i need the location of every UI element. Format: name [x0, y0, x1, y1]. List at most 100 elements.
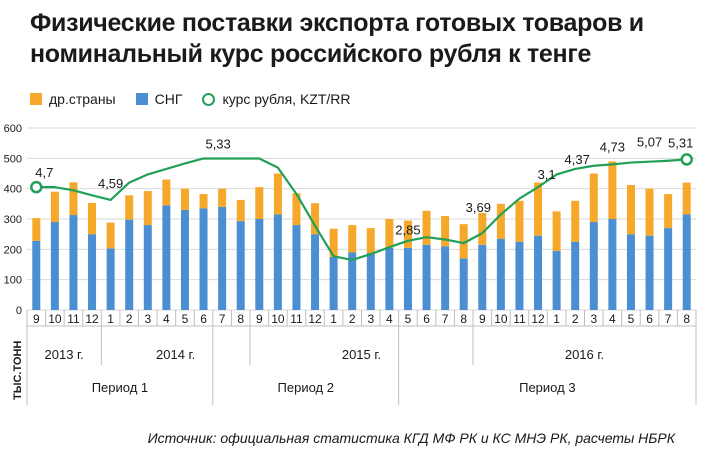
bar-other — [497, 204, 505, 239]
x-tick-label: 6 — [200, 312, 207, 326]
bar-cis — [311, 234, 319, 310]
bar-cis — [664, 228, 672, 310]
bar-cis — [51, 222, 59, 310]
x-tick-label: 1 — [553, 312, 560, 326]
x-tick-label: 4 — [609, 312, 616, 326]
rate-value-label: 4,37 — [565, 152, 590, 167]
year-label: 2015 г. — [342, 347, 381, 362]
bar-other — [608, 161, 616, 219]
x-tick-label: 7 — [665, 312, 672, 326]
x-tick-label: 7 — [219, 312, 226, 326]
bar-cis — [162, 205, 170, 310]
x-tick-label: 8 — [237, 312, 244, 326]
x-tick-label: 8 — [683, 312, 690, 326]
x-tick-label: 2 — [349, 312, 356, 326]
bar-cis — [683, 214, 691, 310]
x-tick-label: 11 — [290, 312, 303, 326]
bar-other — [218, 189, 226, 207]
x-tick-label: 9 — [479, 312, 486, 326]
x-tick-label: 6 — [646, 312, 653, 326]
rate-marker — [682, 154, 692, 164]
bar-other — [274, 174, 282, 215]
bar-cis — [181, 210, 189, 310]
rate-value-label: 5,07 — [637, 134, 662, 149]
rate-value-label: 4,73 — [600, 139, 625, 154]
bar-other — [88, 203, 96, 234]
y-tick-label: 100 — [4, 275, 22, 287]
bar-cis — [423, 245, 431, 310]
x-tick-label: 10 — [271, 312, 285, 326]
x-tick-label: 5 — [405, 312, 412, 326]
bar-cis — [497, 239, 505, 310]
x-tick-label: 5 — [182, 312, 189, 326]
x-tick-label: 3 — [367, 312, 374, 326]
bar-other — [441, 216, 449, 246]
bar-cis — [441, 246, 449, 310]
bar-other — [423, 211, 431, 245]
x-tick-label: 4 — [163, 312, 170, 326]
bar-cis — [515, 242, 523, 310]
bar-cis — [553, 251, 561, 310]
x-tick-label: 8 — [460, 312, 467, 326]
rate-value-label: 4,59 — [98, 176, 123, 191]
bar-other — [553, 211, 561, 250]
x-tick-label: 3 — [590, 312, 597, 326]
period-label: Период 3 — [519, 380, 575, 395]
rate-value-label: 3,1 — [538, 167, 556, 182]
bar-cis — [367, 253, 375, 310]
y-tick-label: 300 — [4, 214, 22, 226]
x-tick-label: 5 — [628, 312, 635, 326]
rate-line — [36, 158, 686, 259]
bar-other — [51, 192, 59, 222]
bar-other — [646, 189, 654, 236]
x-tick-label: 10 — [494, 312, 508, 326]
bar-cis — [478, 245, 486, 310]
bar-other — [255, 187, 263, 219]
bar-other — [162, 180, 170, 206]
bar-other — [683, 183, 691, 215]
bar-cis — [237, 221, 245, 310]
bar-other — [367, 228, 375, 253]
x-tick-label: 3 — [144, 312, 151, 326]
source-note: Источник: официальная статистика КГД МФ … — [148, 430, 675, 446]
bar-cis — [571, 242, 579, 310]
x-tick-label: 11 — [513, 312, 526, 326]
y-tick-label: 500 — [4, 153, 22, 165]
x-tick-label: 9 — [33, 312, 40, 326]
bar-other — [32, 218, 40, 241]
rate-value-label: 2,85 — [395, 223, 420, 238]
rate-marker — [31, 182, 41, 192]
x-tick-label: 7 — [442, 312, 449, 326]
year-label: 2013 г. — [45, 347, 84, 362]
x-tick-label: 1 — [330, 312, 337, 326]
bar-cis — [646, 236, 654, 310]
bar-cis — [534, 236, 542, 310]
bar-cis — [274, 214, 282, 310]
rate-value-label: 5,31 — [668, 135, 693, 150]
bar-cis — [460, 258, 468, 310]
bar-other — [571, 201, 579, 242]
x-tick-label: 4 — [386, 312, 393, 326]
bar-other — [200, 194, 208, 208]
x-tick-label: 12 — [531, 312, 545, 326]
x-tick-label: 6 — [423, 312, 430, 326]
bar-cis — [404, 248, 412, 310]
rate-value-label: 5,33 — [205, 136, 230, 151]
period-label: Период 1 — [92, 380, 148, 395]
x-tick-label: 2 — [126, 312, 133, 326]
bar-other — [627, 185, 635, 234]
bar-cis — [200, 208, 208, 310]
bar-other — [534, 183, 542, 236]
bar-other — [144, 191, 152, 225]
bar-cis — [88, 234, 96, 310]
y-tick-label: 0 — [16, 305, 22, 317]
bar-cis — [107, 248, 115, 310]
x-tick-label: 2 — [572, 312, 579, 326]
y-tick-label: 600 — [4, 123, 22, 135]
bar-other — [69, 182, 77, 215]
bar-other — [237, 200, 245, 221]
bar-cis — [385, 248, 393, 310]
chart-svg: 01002003004005006002013 г. 2014 г. 2015 г.… — [0, 0, 701, 465]
bar-other — [125, 195, 133, 219]
bar-cis — [69, 215, 77, 310]
